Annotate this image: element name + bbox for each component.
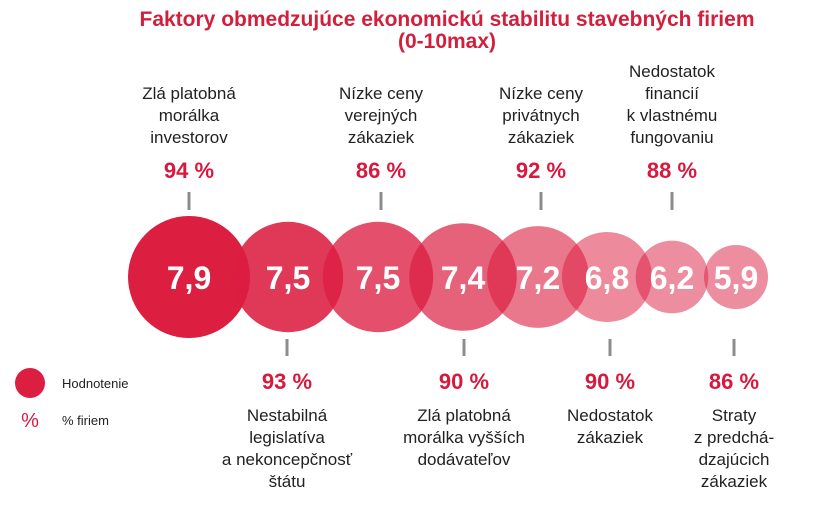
percent-label: 94 %	[164, 158, 214, 183]
bubble	[561, 231, 653, 323]
factor-label-line: zákaziek	[701, 472, 768, 491]
factor-label-line: Straty	[712, 406, 757, 425]
factor-label-line: morálka vyšších	[403, 428, 525, 447]
factor-annotation: 88 % Nedostatok financií k vlastnému fungova…	[627, 62, 718, 210]
factor-label-line: legislatíva	[249, 428, 325, 447]
bubble	[232, 221, 344, 333]
percent-label: 92 %	[516, 158, 566, 183]
bubble-value-label: 7,5	[266, 260, 310, 296]
percent-label: 88 %	[647, 158, 697, 183]
factor-label-line: privátnych	[502, 106, 579, 125]
bubble-value-label: 7,9	[167, 260, 211, 296]
percent-label: 90 %	[439, 369, 489, 394]
factor-label-line: dodávateľov	[418, 450, 511, 469]
factor-annotation: 86 % Straty z predchá-dzajúcich zákaziek	[694, 339, 774, 491]
factor-label-line: Nízke ceny	[499, 84, 584, 103]
bubble	[487, 226, 589, 328]
legend-label-rating: Hodnotenie	[62, 376, 129, 391]
factor-label-line: fungovaniu	[630, 128, 713, 147]
bubble	[409, 223, 517, 331]
chart-subtitle: (0-10max)	[398, 30, 496, 53]
factor-label-line: dzajúcich	[699, 450, 770, 469]
bubble-value-label: 7,2	[516, 260, 560, 296]
factor-annotation: 92 % Nízke ceny privátnych zákaziek	[499, 84, 584, 210]
percent-label: 90 %	[585, 369, 635, 394]
bubble-value-label: 6,8	[585, 260, 629, 296]
factor-label-line: zákaziek	[508, 128, 575, 147]
factor-label-line: Nedostatok	[629, 62, 715, 81]
factor-label-line: zákaziek	[577, 428, 644, 447]
factor-label-line: financií	[645, 84, 699, 103]
percent-label: 86 %	[356, 158, 406, 183]
bubble-value-label: 7,4	[441, 260, 486, 296]
factor-annotation: 93 % Nestabilná legislatíva a nekoncepčnosť…	[222, 339, 353, 491]
bubble-value-label: 6,2	[650, 260, 694, 296]
annotations-group: 94 % Zlá platobná morálka investorov 93 % Nes…	[142, 62, 774, 491]
factor-label-line: Zlá platobná	[417, 406, 511, 425]
factor-label-line: investorov	[150, 128, 228, 147]
chart-title: Faktory obmedzujúce ekonomickú stabilitu…	[140, 8, 755, 31]
factor-label-line: zákaziek	[348, 128, 415, 147]
factor-annotation: 94 % Zlá platobná morálka investorov	[142, 84, 236, 210]
factor-label-line: Nedostatok	[567, 406, 653, 425]
bubble	[128, 216, 250, 338]
percent-label: 93 %	[262, 369, 312, 394]
factor-annotation: 90 % Nedostatok zákaziek	[567, 339, 653, 447]
factor-label-line: Nízke ceny	[339, 84, 424, 103]
legend-circle-icon	[15, 368, 45, 398]
bubble	[322, 221, 434, 333]
percent-label: 86 %	[709, 369, 759, 394]
factor-label-line: verejných	[345, 106, 418, 125]
factor-annotation: 90 % Zlá platobná morálka vyšších dodávateľ…	[403, 339, 525, 469]
legend-label-percent: % firiem	[62, 413, 109, 428]
bubble	[635, 240, 709, 314]
bubble	[704, 245, 768, 309]
legend: Hodnotenie % % firiem	[15, 368, 129, 432]
bubble-value-label: 5,9	[714, 260, 758, 296]
factor-label-line: z predchá-	[694, 428, 774, 447]
factor-label-line: Nestabilná	[247, 406, 328, 425]
factor-label-line: a nekoncepčnosť	[222, 450, 353, 469]
bubbles-group: 7,9 7,5 7,5 7,4 7,2 6,8 6,2 5,9	[128, 216, 768, 338]
factor-label-line: morálka	[159, 106, 220, 125]
legend-percent-icon: %	[21, 410, 39, 432]
factor-annotation: 86 % Nízke ceny verejných zákaziek	[339, 84, 424, 210]
factor-label-line: štátu	[269, 472, 306, 491]
bubble-value-label: 7,5	[356, 260, 400, 296]
factor-label-line: k vlastnému	[627, 106, 718, 125]
factor-label-line: Zlá platobná	[142, 84, 236, 103]
